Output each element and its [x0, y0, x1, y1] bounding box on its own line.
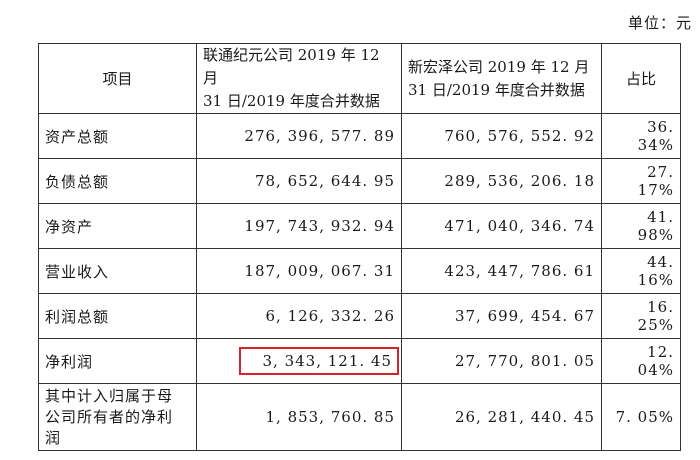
- header-company2: 新宏泽公司 2019 年 12 月 31 日/2019 年度合并数据: [401, 43, 602, 114]
- company2-value: 471, 040, 346. 74: [401, 203, 602, 249]
- header-company1-line1: 联通纪元公司 2019 年 12 月: [203, 46, 380, 87]
- row-name: 其中计入归属于母 公司所有者的净利 润: [38, 383, 197, 451]
- table-header-row: 项目 联通纪元公司 2019 年 12 月 31 日/2019 年度合并数据 新…: [38, 43, 681, 114]
- company1-value: 197, 743, 932. 94: [196, 203, 402, 249]
- row-name-line3: 润: [45, 428, 62, 447]
- row-name: 资产总额: [38, 113, 197, 159]
- company2-value: 289, 536, 206. 18: [401, 158, 602, 204]
- table-row: 净利润 3, 343, 121. 45 27, 770, 801. 05 12.…: [38, 338, 681, 384]
- financial-comparison-table: 项目 联通纪元公司 2019 年 12 月 31 日/2019 年度合并数据 新…: [38, 43, 681, 451]
- ratio-value: 16. 25%: [601, 293, 681, 339]
- header-item: 项目: [38, 43, 197, 114]
- ratio-value: 44. 16%: [601, 248, 681, 294]
- unit-label: 单位：元: [627, 14, 692, 32]
- table-row: 净资产 197, 743, 932. 94 471, 040, 346. 74 …: [38, 203, 681, 249]
- ratio-value: 36. 34%: [601, 113, 681, 159]
- header-company1: 联通纪元公司 2019 年 12 月 31 日/2019 年度合并数据: [196, 43, 402, 114]
- table-row: 其中计入归属于母 公司所有者的净利 润 1, 853, 760. 85 26, …: [38, 383, 681, 451]
- table-row: 营业收入 187, 009, 067. 31 423, 447, 786. 61…: [38, 248, 681, 294]
- company1-value-cell: 3, 343, 121. 45: [196, 338, 402, 384]
- header-company2-line2: 31 日/2019 年度合并数据: [408, 80, 585, 99]
- ratio-value: 41. 98%: [601, 203, 681, 249]
- ratio-value: 27. 17%: [601, 158, 681, 204]
- company2-value: 760, 576, 552. 92: [401, 113, 602, 159]
- row-name: 负债总额: [38, 158, 197, 204]
- company1-value: 276, 396, 577. 89: [196, 113, 402, 159]
- table-row: 利润总额 6, 126, 332. 26 37, 699, 454. 67 16…: [38, 293, 681, 339]
- ratio-value: 7. 05%: [601, 383, 681, 451]
- row-name: 利润总额: [38, 293, 197, 339]
- company2-value: 26, 281, 440. 45: [401, 383, 602, 451]
- company1-value: 1, 853, 760. 85: [196, 383, 402, 451]
- company1-value: 6, 126, 332. 26: [196, 293, 402, 339]
- row-name: 净资产: [38, 203, 197, 249]
- company2-value: 423, 447, 786. 61: [401, 248, 602, 294]
- table-row: 负债总额 78, 652, 644. 95 289, 536, 206. 18 …: [38, 158, 681, 204]
- company1-value: 78, 652, 644. 95: [196, 158, 402, 204]
- company2-value: 27, 770, 801. 05: [401, 338, 602, 384]
- table-row: 资产总额 276, 396, 577. 89 760, 576, 552. 92…: [38, 113, 681, 159]
- highlighted-net-profit-value: 3, 343, 121. 45: [238, 347, 399, 375]
- row-name-line2: 公司所有者的净利: [45, 407, 174, 426]
- row-name: 营业收入: [38, 248, 197, 294]
- header-company1-line2: 31 日/2019 年度合并数据: [203, 92, 380, 110]
- row-name: 净利润: [38, 338, 197, 384]
- row-name-line1: 其中计入归属于母: [45, 386, 174, 405]
- ratio-value: 12. 04%: [601, 338, 681, 384]
- header-ratio: 占比: [601, 43, 681, 114]
- company2-value: 37, 699, 454. 67: [401, 293, 602, 339]
- header-company2-line1: 新宏泽公司 2019 年 12 月: [408, 57, 590, 76]
- company1-value: 187, 009, 067. 31: [196, 248, 402, 294]
